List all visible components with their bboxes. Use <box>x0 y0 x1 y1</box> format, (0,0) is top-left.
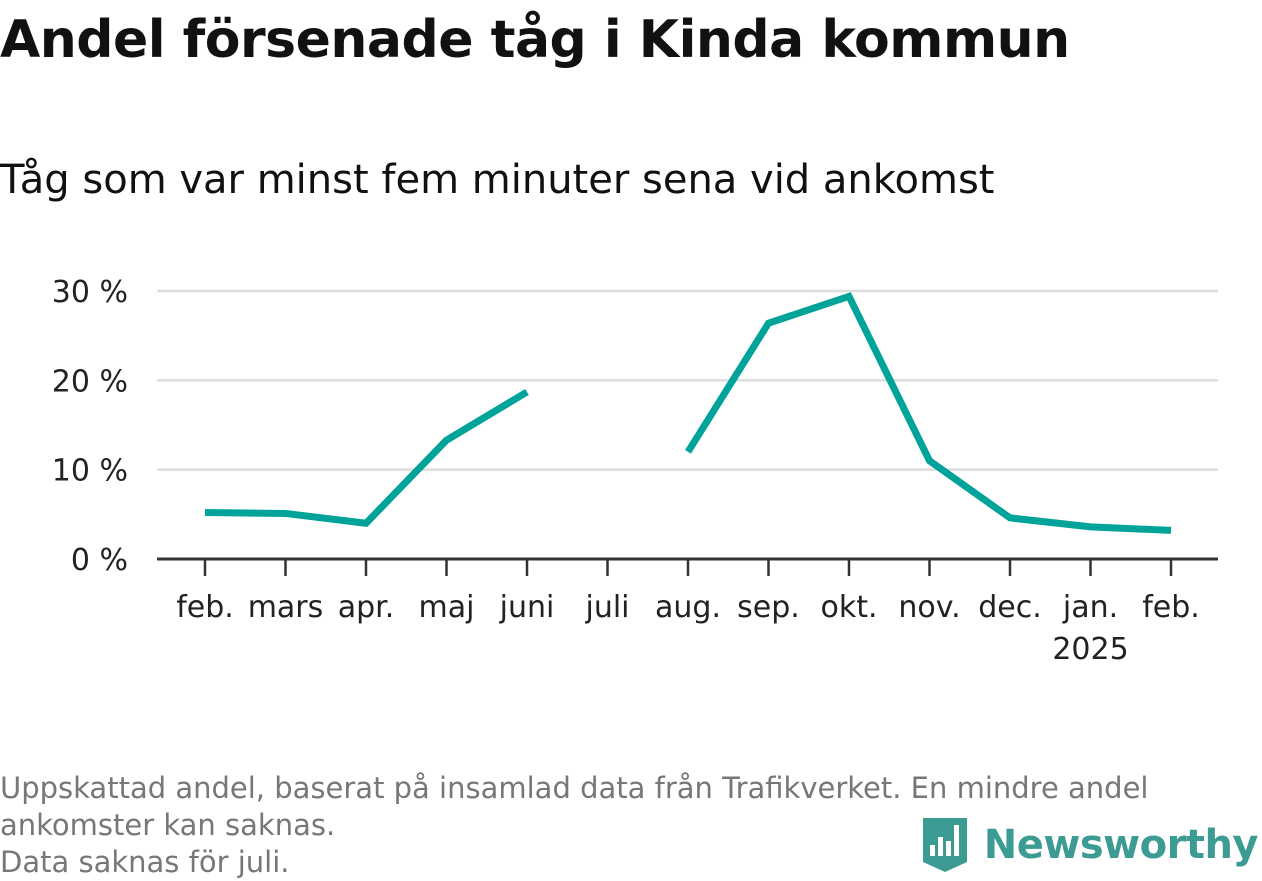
x-tick-label: jan. <box>1062 590 1118 625</box>
chart-subtitle: Tåg som var minst fem minuter sena vid a… <box>0 157 995 203</box>
y-tick-label: 0 % <box>71 543 128 578</box>
x-tick-label: feb. <box>176 590 234 625</box>
x-tick-label: juni <box>499 590 555 625</box>
brand-name: Newsworthy <box>983 822 1259 868</box>
footnote-line-1: Uppskattad andel, baserat på insamlad da… <box>0 771 1149 805</box>
series-line <box>685 292 1172 534</box>
grid-layer <box>157 289 1218 576</box>
x-tick-label: okt. <box>820 590 877 625</box>
y-axis-labels: 0 % 10 % 20 % 30 % <box>52 275 128 578</box>
x-tick-label: maj <box>419 590 475 625</box>
footnote-line-2: ankomster kan saknas. <box>0 808 336 842</box>
line-chart: 0 % 10 % 20 % 30 % feb. mars apr. maj juni juli a… <box>52 275 1218 667</box>
series-layer <box>204 292 1172 534</box>
x-tick-label: apr. <box>338 590 395 625</box>
x-tick-label: juli <box>584 590 629 625</box>
y-tick-label: 10 % <box>52 454 128 489</box>
series-line <box>204 388 529 527</box>
newsworthy-logo-icon <box>922 818 967 872</box>
x-tick-sublabel: 2025 <box>1052 632 1128 667</box>
footnote: Uppskattad andel, baserat på insamlad da… <box>0 770 1250 881</box>
x-tick-label: sep. <box>737 590 800 625</box>
footnote-line-3: Data saknas för juli. <box>0 845 290 879</box>
y-tick-label: 20 % <box>52 364 128 399</box>
x-tick-label: dec. <box>978 590 1042 625</box>
x-tick-label: feb. <box>1142 590 1200 625</box>
x-tick-label: nov. <box>898 590 960 625</box>
x-axis-labels: feb. mars apr. maj juni juli aug. sep. okt. nov. d… <box>176 590 1200 667</box>
x-tick-label: aug. <box>655 590 721 625</box>
brand: Newsworthy <box>920 815 1259 875</box>
x-tick-label: mars <box>248 590 324 625</box>
chart-title: Andel försenade tåg i Kinda kommun <box>0 10 1070 70</box>
y-tick-label: 30 % <box>52 275 128 310</box>
